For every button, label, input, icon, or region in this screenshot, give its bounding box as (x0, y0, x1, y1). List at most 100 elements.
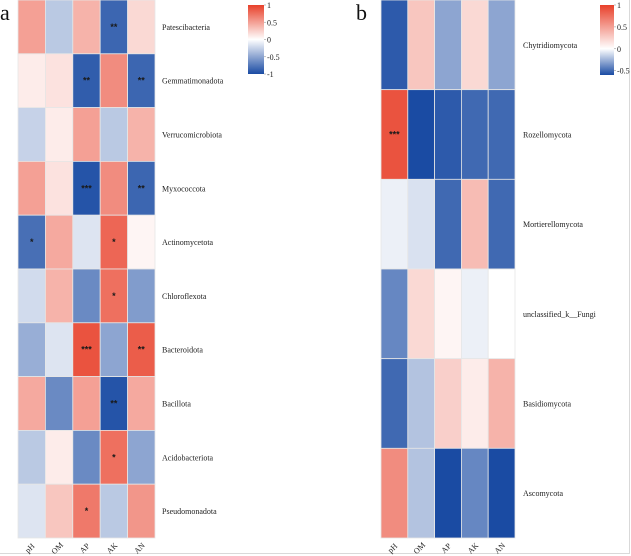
heatmap-cell (45, 107, 74, 162)
column-label-om: OM (50, 540, 65, 555)
colorbar-tick-label: -1 (267, 70, 274, 79)
heatmap-cell (407, 358, 435, 449)
heatmap-cell (127, 53, 156, 108)
significance-mark: ** (110, 399, 118, 409)
colorbar-tick-label: 0 (267, 36, 271, 45)
heatmap-cell (380, 447, 409, 539)
colorbar-tick-label: 0 (617, 45, 621, 54)
row-label-unclassified-k-fungi: unclassified_k__Fungi (523, 310, 597, 319)
panel-label-b: b (356, 0, 367, 25)
significance-mark: ** (83, 76, 91, 86)
heatmap-cell (460, 447, 489, 539)
column-label-ph: pH (386, 541, 399, 554)
significance-mark: *** (81, 345, 92, 355)
heatmap-cell (460, 89, 489, 180)
colorbar-tick-label: 0.5 (267, 18, 277, 27)
colorbar-tick-label: -0.5 (267, 53, 280, 62)
heatmap-cell (434, 447, 462, 539)
row-label-mortierellomycota: Mortierellomycota (523, 220, 583, 229)
heatmap-cell (17, 160, 46, 216)
heatmap-cell (127, 107, 156, 162)
colorbar-tick-label: 1 (267, 1, 271, 10)
row-label-chytridiomycota: Chytridiomycota (523, 41, 578, 50)
colorbar-tick-label: 0.5 (617, 23, 627, 32)
row-label-pseudomonadota: Pseudomonadota (162, 507, 217, 516)
row-label-bacillota: Bacillota (162, 400, 191, 409)
heatmap-cell (45, 268, 74, 324)
heatmap-cell (407, 89, 435, 180)
heatmap-cell (487, 0, 516, 91)
heatmap-cell (127, 429, 156, 485)
column-label-ap: AP (439, 541, 453, 555)
colorbar (600, 5, 614, 75)
heatmap-cell (17, 376, 46, 431)
column-label-an: AN (493, 541, 508, 556)
panel-label-a: a (0, 0, 10, 25)
heatmap-cell (380, 268, 409, 360)
heatmap-cell (72, 376, 101, 431)
row-label-ascomycota: Ascomycota (523, 489, 563, 498)
heatmap-panel-a: ** Patescibacteria** ** GemmatimonadotaVerr… (17, 0, 280, 556)
heatmap-cell (434, 178, 462, 270)
heatmap-cell (434, 0, 462, 91)
heatmap-cell (407, 178, 435, 270)
heatmap-cell (460, 0, 489, 91)
heatmap-cell (434, 89, 462, 180)
heatmap-cell (380, 89, 409, 180)
heatmap-cell (407, 447, 435, 539)
heatmap-cell (434, 358, 462, 449)
heatmap-cell (460, 358, 489, 449)
significance-mark: * (112, 237, 116, 247)
heatmap-cell (45, 376, 74, 431)
row-label-rozellomycota: Rozellomycota (523, 131, 572, 140)
heatmap-cell (72, 214, 101, 270)
heatmap-cell (127, 376, 156, 431)
heatmap-cell (407, 268, 435, 360)
heatmap-cell (127, 214, 156, 270)
heatmap-cell (99, 53, 128, 108)
heatmap-cell (72, 107, 101, 162)
row-label-basidiomycota: Basidiomycota (523, 400, 571, 409)
row-label-patescibacteria: Patescibacteria (162, 23, 210, 32)
heatmap-cell (487, 178, 516, 270)
heatmap-cell (72, 0, 101, 55)
heatmap-cell (45, 53, 74, 108)
row-label-actinomycetota: Actinomycetota (162, 238, 214, 247)
heatmap-cell (127, 483, 156, 539)
heatmap-cell (72, 483, 101, 539)
heatmap-cell (72, 268, 101, 324)
heatmap-cell (17, 429, 46, 485)
heatmap-cell (380, 358, 409, 449)
heatmap-cell (72, 322, 101, 377)
heatmap-cell (45, 429, 74, 485)
row-label-chloroflexota: Chloroflexota (162, 292, 207, 301)
heatmap-cell (380, 0, 409, 91)
column-label-ak: AK (466, 541, 481, 556)
heatmap-cell (45, 214, 74, 270)
significance-mark: ** (110, 22, 118, 32)
heatmap-cell (72, 429, 101, 485)
heatmap-cell (99, 160, 128, 216)
heatmap-cell (487, 358, 516, 449)
significance-mark: *** (81, 183, 92, 193)
heatmap-panel-b: Chytridiomycota *** Rozellomycota Mortierel… (380, 0, 630, 556)
heatmap-cell (127, 0, 156, 55)
heatmap-cell (17, 53, 46, 108)
significance-mark: * (112, 291, 116, 301)
row-label-verrucomicrobiota: Verrucomicrobiota (162, 131, 222, 140)
heatmap-cell (72, 53, 101, 108)
column-label-om: OM (412, 540, 427, 555)
column-label-ak: AK (105, 541, 120, 556)
heatmap-cell (434, 268, 462, 360)
heatmap-cell (17, 322, 46, 377)
heatmap-cell (99, 483, 128, 539)
significance-mark: *** (389, 130, 400, 140)
colorbar (248, 5, 264, 74)
heatmap-cell (460, 268, 489, 360)
heatmap-cell (127, 322, 156, 377)
row-label-gemmatimonadota: Gemmatimonadota (162, 77, 224, 86)
heatmap-cell (380, 178, 409, 270)
heatmap-cell (487, 268, 516, 360)
